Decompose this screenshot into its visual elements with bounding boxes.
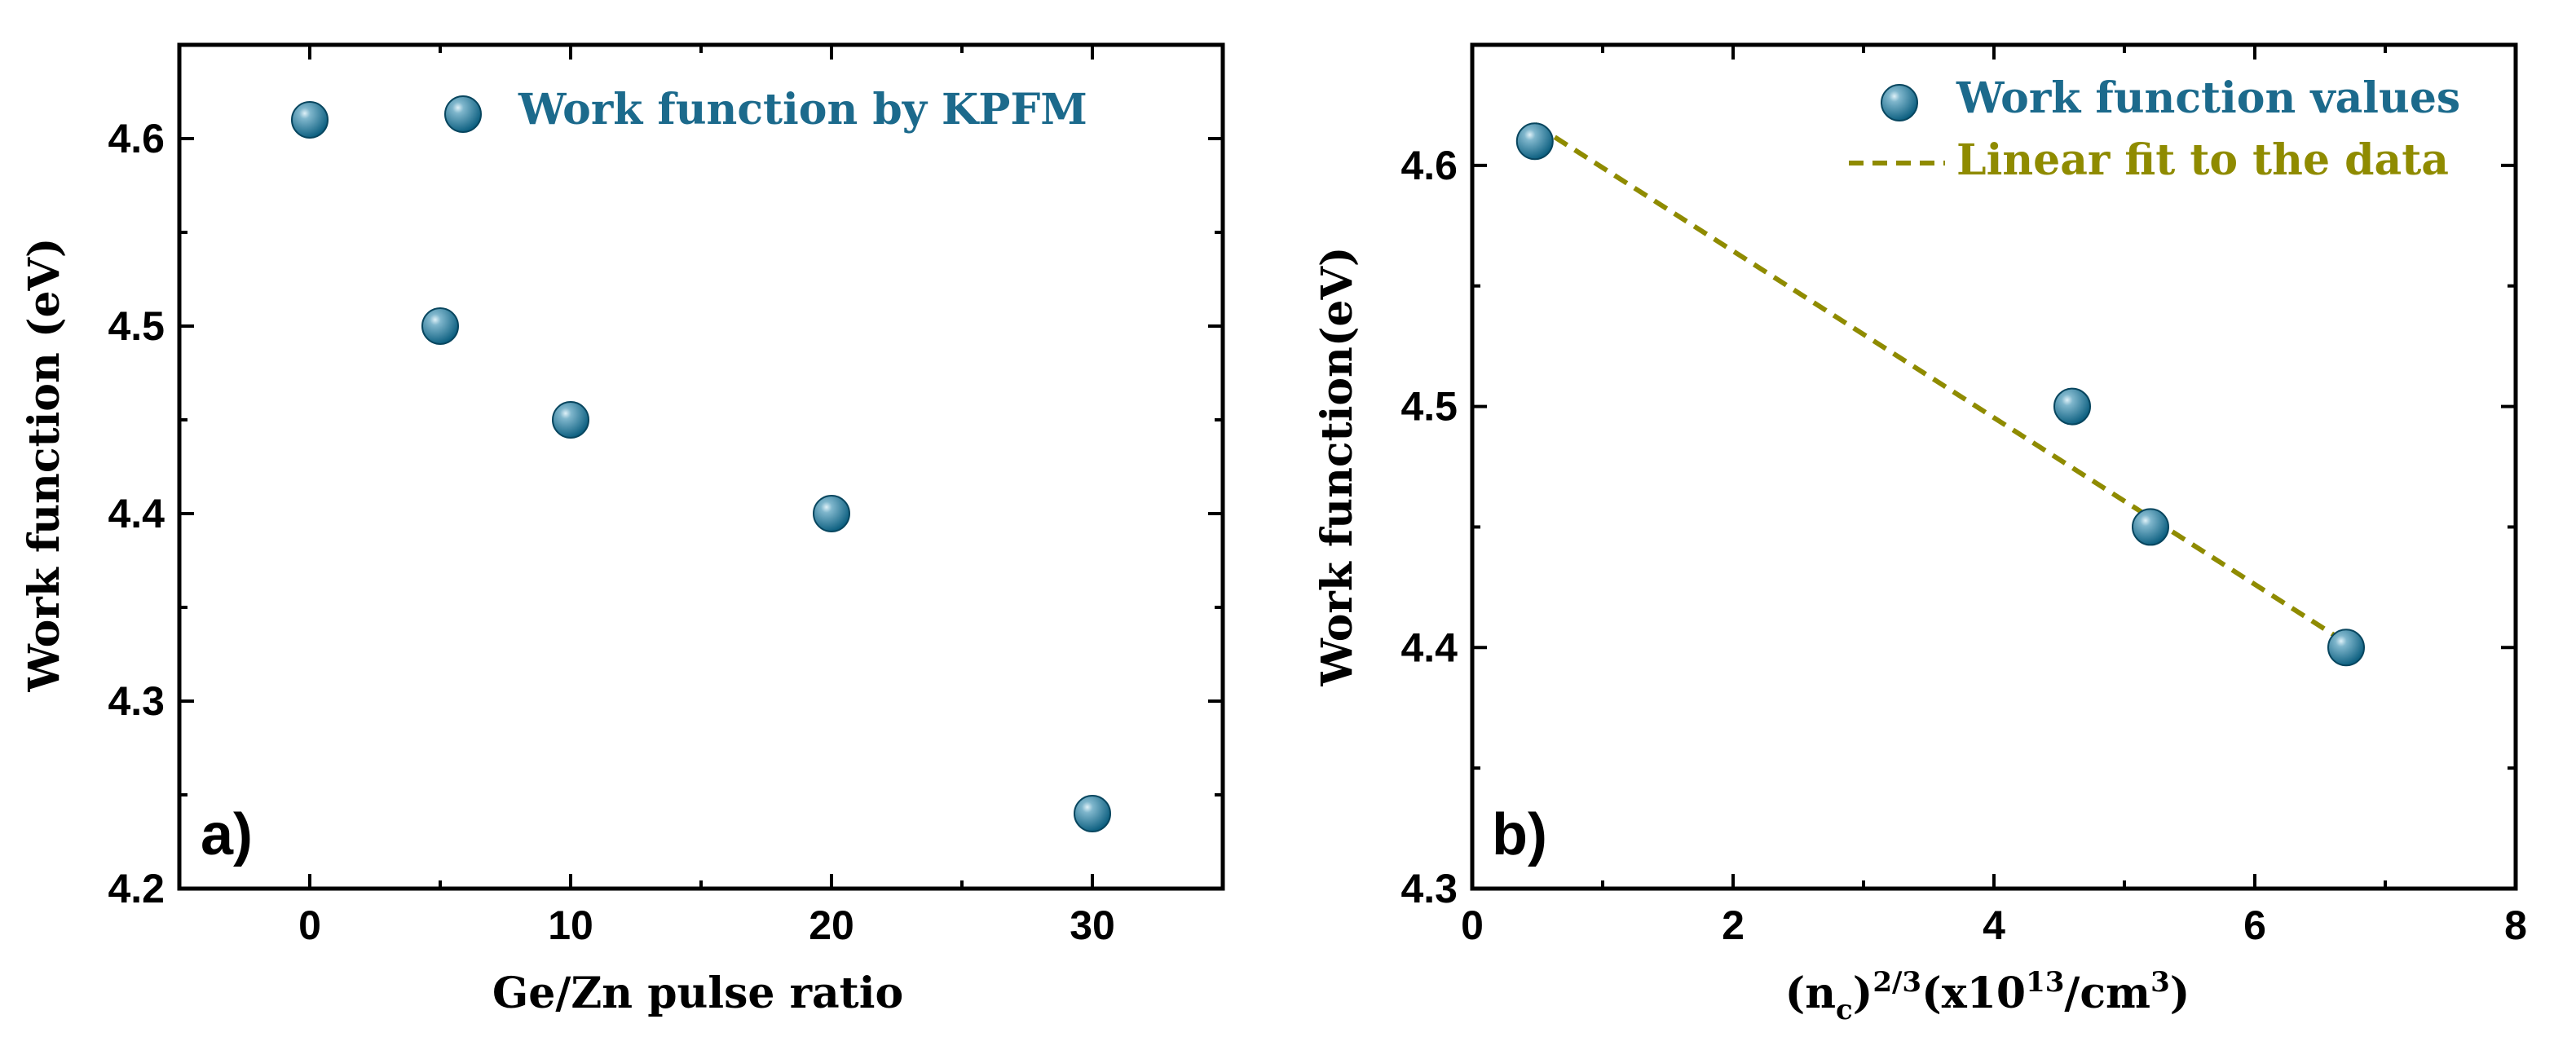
panel-label-a: a) [201, 802, 253, 867]
data-point-b [2132, 508, 2169, 546]
legend-label-b2: Linear fit to the data [1956, 135, 2449, 185]
data-point-b [2053, 387, 2091, 426]
legend-marker-b [1881, 84, 1918, 121]
y-tick-label-a: 4.4 [108, 491, 165, 536]
x-axis-title-b-sup3: 3 [2150, 966, 2170, 999]
x-tick-label-b: 8 [2504, 902, 2527, 948]
panel-label-b: b) [1492, 802, 1547, 867]
data-point-a [552, 401, 589, 439]
chart-panel-a: 0 10 20 30 4.2 4.3 4.4 4.5 4.6 Ge/Zn pulse rati… [20, 42, 1225, 1018]
x-axis-title-b-part5: ) [2170, 969, 2190, 1018]
plot-frame-a [177, 42, 1225, 891]
x-axis-title-b-sup1: 2/3 [1872, 966, 1921, 999]
x-axis-title-a: Ge/Zn pulse ratio [492, 969, 903, 1018]
y-axis-title-b: Work function(eV) [1312, 247, 1362, 687]
x-tick-label-b: 0 [1461, 902, 1484, 948]
y-tick-label-a: 4.5 [108, 303, 165, 349]
x-axis-title-b-part3: (x10 [1921, 969, 2026, 1018]
x-tick-label-b: 4 [1983, 902, 2005, 948]
x-tick-label-a: 30 [1070, 902, 1115, 948]
data-markers-b [1515, 122, 2365, 667]
y-axis-title-a: Work function (eV) [20, 237, 69, 692]
data-point-b [1515, 122, 1554, 161]
data-point-a [1074, 795, 1111, 832]
y-tick-labels-b: 4.3 4.4 4.5 4.6 [1400, 143, 1458, 911]
x-axis-title-b-sub: c [1836, 994, 1853, 1026]
y-tick-label-b: 4.6 [1400, 143, 1458, 188]
y-tick-label-a: 4.6 [108, 116, 165, 161]
data-markers-a [291, 101, 1111, 832]
x-axis-title-b-sup2: 13 [2026, 966, 2064, 999]
linear-fit-line [1533, 122, 2348, 645]
x-tick-labels-b: 0 2 4 6 8 [1461, 902, 2527, 948]
legend-a: Work function by KPFM [444, 85, 1087, 135]
x-axis-title-b: (nc)2/3(x1013/cm3) [1785, 966, 2190, 1026]
tick-marks-a [178, 43, 1224, 890]
data-point-b [2327, 629, 2365, 667]
legend-b: Work function values Linear fit to the d… [1849, 73, 2460, 185]
x-tick-label-b: 2 [1722, 902, 1745, 948]
y-tick-labels-a: 4.2 4.3 4.4 4.5 4.6 [108, 116, 165, 911]
x-tick-label-a: 20 [809, 902, 854, 948]
x-tick-label-a: 10 [548, 902, 593, 948]
x-tick-label-a: 0 [298, 902, 321, 948]
y-tick-label-a: 4.2 [108, 866, 165, 911]
x-axis-title-b-part2: ) [1853, 969, 1873, 1018]
data-point-a [421, 307, 459, 345]
y-tick-label-a: 4.3 [108, 678, 165, 724]
legend-label-b1: Work function values [1956, 73, 2460, 123]
legend-marker-a [444, 95, 482, 133]
legend-label-a: Work function by KPFM [518, 85, 1087, 135]
x-tick-label-b: 6 [2243, 902, 2266, 948]
y-tick-label-b: 4.4 [1400, 624, 1458, 670]
x-axis-title-b-part1: (n [1785, 969, 1836, 1018]
x-tick-labels-a: 0 10 20 30 [298, 902, 1115, 948]
y-tick-label-b: 4.3 [1400, 866, 1458, 911]
y-tick-label-b: 4.5 [1400, 384, 1458, 430]
data-point-a [813, 495, 850, 532]
data-point-a [291, 101, 329, 139]
x-axis-title-b-part4: /cm [2064, 969, 2150, 1018]
plot-frame-b [1470, 42, 2518, 891]
